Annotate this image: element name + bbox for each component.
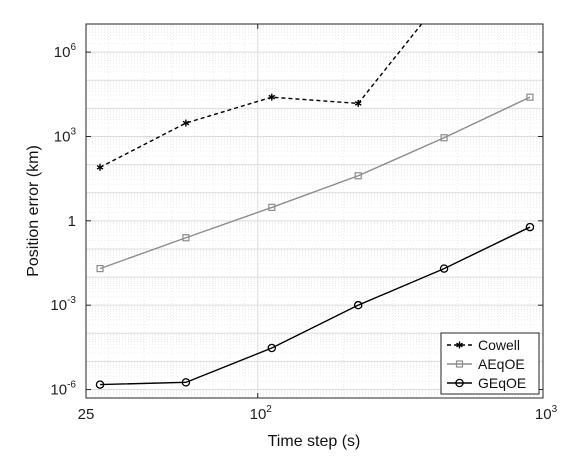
data-point-geqoe	[353, 300, 363, 310]
data-point-cowell	[182, 119, 190, 127]
y-tick-label: 103	[54, 126, 77, 145]
data-point-geqoe	[181, 378, 191, 387]
x-axis-label: Time step (s)	[268, 433, 361, 450]
data-point-aeqoe	[182, 234, 190, 242]
series-line-cowell	[99, 24, 423, 168]
legend-label-geqoe: GEqOE	[478, 375, 526, 391]
legend-marker-geqoe	[455, 378, 464, 388]
x-tick-label: 102	[250, 404, 273, 423]
data-point-aeqoe	[268, 203, 276, 212]
data-point-geqoe	[95, 380, 105, 389]
y-tick-label: 10-6	[50, 380, 76, 399]
minor-grid	[86, 24, 543, 398]
plot-frame	[85, 23, 544, 399]
data-point-geqoe	[525, 222, 535, 232]
data-point-cowell	[354, 99, 362, 107]
legend-marker-cowell	[456, 341, 463, 349]
tick-marks	[85, 24, 544, 398]
data-point-aeqoe	[354, 172, 362, 180]
x-tick-labels: 25 102 103	[78, 404, 558, 423]
y-tick-label: 106	[54, 42, 77, 61]
data-point-cowell	[96, 163, 104, 171]
data-point-aeqoe	[526, 93, 534, 101]
series-layer	[95, 24, 535, 389]
series-line-geqoe	[100, 226, 531, 386]
legend-marker-aeqoe	[455, 360, 464, 368]
y-tick-label: 1	[68, 213, 76, 230]
x-tick-label: 103	[535, 404, 558, 423]
series-line-aeqoe	[99, 96, 531, 270]
legend: Cowell AEqOE GEqOE	[440, 332, 540, 395]
y-axis-label: Position error (km)	[25, 145, 42, 277]
x-tick-label: 25	[78, 406, 95, 423]
y-tick-labels: 10-6 10-3 1 103 106	[50, 42, 76, 398]
data-point-cowell	[268, 93, 276, 101]
y-tick-label: 10-3	[50, 295, 76, 314]
data-point-geqoe	[439, 264, 449, 273]
data-point-geqoe	[267, 343, 277, 353]
data-point-aeqoe	[440, 134, 448, 142]
data-point-aeqoe	[96, 264, 104, 273]
legend-label-aeqoe: AEqOE	[478, 356, 525, 372]
legend-label-cowell: Cowell	[478, 337, 520, 353]
legend-items	[447, 341, 472, 388]
